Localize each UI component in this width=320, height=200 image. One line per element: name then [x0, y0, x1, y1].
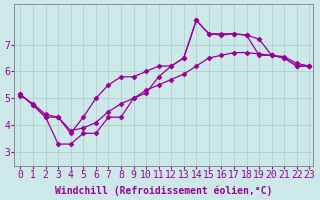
X-axis label: Windchill (Refroidissement éolien,°C): Windchill (Refroidissement éolien,°C) — [55, 185, 272, 196]
